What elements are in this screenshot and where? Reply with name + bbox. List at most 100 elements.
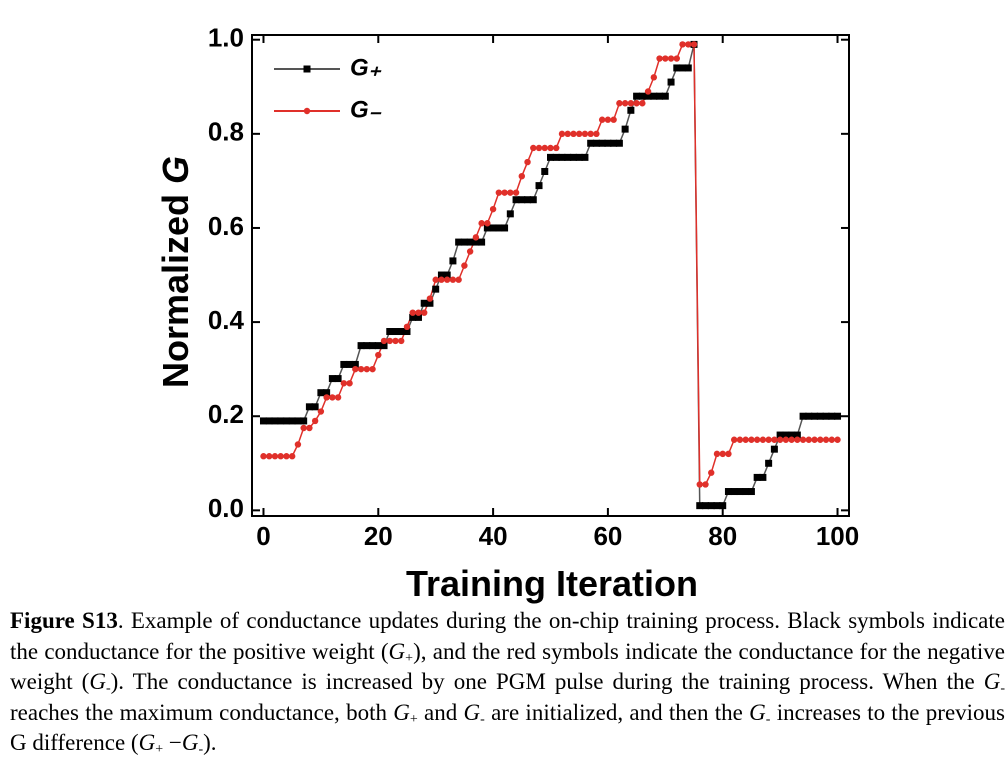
data-point bbox=[650, 74, 658, 81]
data-point bbox=[259, 417, 267, 425]
subscript: + bbox=[155, 742, 164, 757]
data-point bbox=[334, 394, 342, 401]
data-point bbox=[782, 431, 790, 439]
y-axis-title-symbol: G bbox=[155, 156, 196, 184]
y-axis-title-text: Normalized bbox=[155, 194, 196, 388]
data-point bbox=[283, 453, 290, 460]
data-point bbox=[736, 436, 744, 443]
data-point bbox=[386, 328, 394, 336]
y-tick-label: 0.2 bbox=[208, 399, 244, 429]
y-tick-label: 1.0 bbox=[208, 23, 244, 53]
data-point bbox=[690, 41, 698, 48]
data-point bbox=[834, 436, 841, 443]
data-point bbox=[834, 412, 842, 420]
data-point bbox=[437, 271, 445, 279]
data-point bbox=[541, 167, 549, 175]
data-point bbox=[656, 55, 663, 62]
data-point bbox=[507, 189, 514, 196]
data-point bbox=[753, 436, 761, 443]
data-point bbox=[369, 342, 377, 350]
data-point bbox=[604, 139, 612, 147]
data-point bbox=[587, 139, 595, 147]
legend-marker bbox=[303, 65, 311, 73]
data-point bbox=[553, 144, 560, 152]
subscript: - bbox=[480, 711, 485, 727]
caption-text: − bbox=[163, 730, 182, 755]
data-point bbox=[294, 417, 302, 425]
data-point bbox=[679, 64, 687, 72]
data-point bbox=[558, 130, 566, 138]
data-point bbox=[495, 224, 503, 232]
subscript: + bbox=[409, 711, 418, 727]
data-point bbox=[575, 153, 583, 161]
y-tick-label: 0.8 bbox=[208, 117, 244, 147]
caption-label: Figure S13 bbox=[10, 608, 118, 633]
legend-label: G₋ bbox=[350, 96, 382, 123]
data-point bbox=[794, 436, 801, 443]
data-point bbox=[765, 436, 772, 443]
data-point bbox=[656, 92, 664, 100]
x-tick-label: 20 bbox=[364, 521, 393, 551]
data-point bbox=[266, 453, 273, 460]
data-point bbox=[392, 337, 399, 345]
data-point bbox=[426, 299, 434, 307]
data-point bbox=[541, 144, 548, 152]
data-point bbox=[782, 436, 790, 443]
data-point bbox=[529, 196, 537, 204]
data-point bbox=[685, 41, 692, 48]
data-point bbox=[380, 337, 388, 345]
data-point bbox=[707, 502, 715, 510]
data-point bbox=[294, 441, 302, 448]
data-point bbox=[558, 153, 566, 161]
data-point bbox=[282, 417, 290, 425]
data-point bbox=[788, 436, 795, 443]
data-point bbox=[564, 153, 572, 161]
x-tick-label: 80 bbox=[708, 521, 737, 551]
data-point bbox=[421, 309, 428, 316]
caption-text: reaches the maximum conductance, both bbox=[10, 699, 394, 725]
data-point bbox=[334, 375, 342, 383]
data-point bbox=[816, 412, 824, 420]
data-point bbox=[409, 313, 417, 321]
y-tick-label: 0.0 bbox=[208, 493, 244, 523]
data-point bbox=[719, 502, 727, 510]
data-point bbox=[346, 380, 353, 387]
data-point bbox=[748, 436, 755, 443]
data-point bbox=[432, 285, 440, 293]
data-point bbox=[742, 436, 749, 443]
data-point bbox=[747, 488, 755, 496]
x-tick-label: 60 bbox=[593, 521, 622, 551]
caption-text: ). bbox=[203, 730, 217, 755]
data-point bbox=[357, 365, 365, 373]
data-point bbox=[742, 488, 750, 496]
data-point bbox=[288, 417, 296, 425]
data-point bbox=[455, 238, 463, 246]
x-axis-title: Training Iteration bbox=[406, 563, 698, 604]
data-point bbox=[822, 436, 830, 443]
plot-frame bbox=[251, 34, 850, 517]
data-point bbox=[432, 276, 439, 283]
data-point bbox=[730, 436, 738, 443]
data-point bbox=[524, 196, 532, 204]
data-point bbox=[346, 360, 354, 368]
data-point bbox=[483, 224, 491, 232]
data-point bbox=[403, 323, 411, 331]
data-point bbox=[679, 41, 686, 48]
data-point bbox=[776, 431, 784, 439]
caption-text: increases to the previous G difference ( bbox=[10, 699, 1005, 756]
data-point bbox=[506, 210, 514, 218]
data-point bbox=[352, 365, 359, 373]
data-point bbox=[644, 88, 652, 95]
data-point bbox=[438, 276, 445, 283]
data-point bbox=[673, 55, 680, 62]
data-point bbox=[633, 92, 641, 100]
data-point bbox=[518, 172, 525, 180]
data-point bbox=[587, 130, 594, 138]
data-point bbox=[374, 342, 382, 350]
data-point bbox=[604, 116, 612, 123]
y-tick-label: 0.4 bbox=[208, 305, 245, 335]
data-point bbox=[398, 337, 405, 345]
symbol: G bbox=[138, 730, 156, 755]
figure-caption: Figure S13. Example of conductance updat… bbox=[10, 606, 1005, 759]
